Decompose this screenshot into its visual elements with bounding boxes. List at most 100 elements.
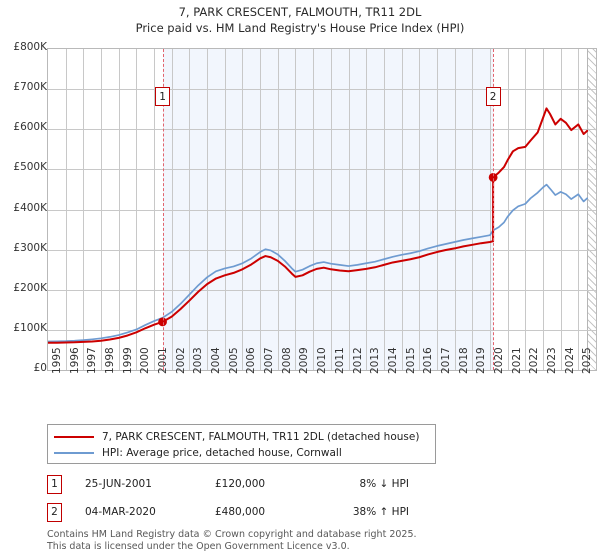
gridline-vertical	[578, 49, 580, 370]
gridline-vertical	[171, 49, 173, 370]
transaction-price-2: £480,000	[215, 506, 266, 518]
x-tick-label: 2012	[351, 347, 364, 374]
x-tick-label: 2005	[227, 347, 240, 374]
y-axis: £0 £100K £200K £300K £400K £500K £600K £700K £80…	[0, 0, 47, 560]
series-canvas	[48, 107, 589, 344]
x-tick-label: 2018	[457, 347, 470, 374]
gridline-vertical	[560, 49, 562, 370]
gridline-vertical	[348, 49, 350, 370]
gridline-horizontal	[48, 169, 596, 171]
gridline-vertical	[436, 49, 438, 370]
gridline-vertical	[101, 49, 103, 370]
gridline-vertical	[419, 49, 421, 370]
x-tick-label: 2022	[528, 347, 541, 374]
y-tick-label: £100K	[13, 321, 47, 334]
transaction-index-2: 2	[47, 502, 62, 522]
gridline-vertical	[489, 49, 491, 370]
gridline-horizontal	[48, 289, 596, 291]
x-tick-label: 1996	[68, 347, 81, 374]
transaction-hpi-delta-2: 38% ↑ HPI	[352, 506, 409, 518]
gridline-vertical	[154, 49, 156, 370]
x-tick-label: 2013	[369, 347, 382, 374]
transaction-date-1: 25-JUN-2001	[85, 478, 152, 490]
footer-line-1: Contains HM Land Registry data © Crown c…	[47, 529, 417, 540]
gridline-vertical	[65, 49, 67, 370]
gridline-vertical	[472, 49, 474, 370]
gridline-vertical	[366, 49, 368, 370]
y-tick-label: £0	[33, 362, 47, 374]
series-line-property	[48, 107, 589, 344]
x-tick-label: 2016	[422, 347, 435, 374]
page-title: 7, PARK CRESCENT, FALMOUTH, TR11 2DL	[178, 5, 422, 19]
x-tick-label: 2011	[333, 347, 346, 374]
series-line-hpi	[48, 183, 589, 343]
x-tick-label: 2009	[298, 347, 311, 374]
gridline-vertical	[83, 49, 85, 370]
y-tick-label: £800K	[13, 41, 47, 53]
x-tick-label: 2000	[139, 347, 152, 374]
x-tick-label: 2023	[545, 347, 558, 374]
transaction-date-2: 04-MAR-2020	[85, 506, 156, 518]
x-tick-label: 1995	[51, 347, 63, 374]
x-tick-label: 2010	[316, 347, 329, 374]
event-vertical-rule-2	[493, 49, 495, 370]
x-tick-label: 2002	[174, 347, 187, 374]
y-tick-label: £600K	[13, 121, 47, 134]
legend-item-hpi: HPI: Average price, detached house, Corn…	[54, 445, 429, 461]
x-tick-label: 1997	[86, 347, 99, 374]
gridline-horizontal	[48, 249, 596, 251]
x-tick-label: 1999	[121, 347, 134, 374]
gridline-horizontal	[48, 209, 596, 211]
x-tick-label: 2015	[404, 347, 417, 374]
legend-item-property: 7, PARK CRESCENT, FALMOUTH, TR11 2DL (de…	[54, 429, 429, 445]
y-tick-label: £400K	[13, 201, 47, 214]
transaction-row-1: 1 25-JUN-2001 £120,000 8% ↓ HPI	[47, 474, 467, 494]
y-tick-label: £300K	[13, 241, 47, 254]
event-marker-2[interactable]: 2	[485, 87, 501, 106]
transaction-hpi-delta-1: 8% ↓ HPI	[359, 478, 409, 490]
gridline-vertical	[242, 49, 244, 370]
gridline-vertical	[277, 49, 279, 370]
x-tick-label: 2003	[192, 347, 205, 374]
event-marker-1[interactable]: 1	[155, 87, 171, 106]
x-tick-label: 2017	[439, 347, 452, 374]
x-tick-label: 2014	[386, 347, 399, 374]
x-tick-label: 2021	[510, 347, 523, 374]
gridline-vertical	[136, 49, 138, 370]
event-vertical-rule-1	[162, 49, 164, 370]
legend-swatch-property	[54, 436, 94, 438]
gridline-vertical	[207, 49, 209, 370]
gridline-horizontal	[48, 89, 596, 91]
transaction-index-1: 1	[47, 474, 62, 494]
x-tick-label: 2024	[563, 347, 576, 374]
gridline-horizontal	[48, 329, 596, 331]
gridline-vertical	[189, 49, 191, 370]
x-tick-label: 2020	[492, 347, 505, 374]
gridline-vertical	[260, 49, 262, 370]
gridline-vertical	[330, 49, 332, 370]
legend-label-hpi: HPI: Average price, detached house, Corn…	[102, 447, 342, 459]
x-tick-label: 2007	[263, 347, 276, 374]
gridline-vertical	[525, 49, 527, 370]
gridline-vertical	[383, 49, 385, 370]
y-tick-label: £500K	[13, 161, 47, 174]
gridline-vertical	[313, 49, 315, 370]
transaction-price-1: £120,000	[215, 478, 266, 490]
y-tick-label: £200K	[13, 281, 47, 294]
gridline-vertical	[224, 49, 226, 370]
gridline-vertical	[507, 49, 509, 370]
y-tick-label: £700K	[13, 81, 47, 94]
gridline-vertical	[542, 49, 544, 370]
page-subtitle: Price paid vs. HM Land Registry's House …	[135, 21, 465, 35]
x-tick-label: 2001	[157, 347, 170, 374]
x-tick-label: 2006	[245, 347, 258, 374]
transaction-row-2: 2 04-MAR-2020 £480,000 38% ↑ HPI	[47, 502, 467, 522]
gridline-vertical	[118, 49, 120, 370]
chart-title-block: 7, PARK CRESCENT, FALMOUTH, TR11 2DL Pri…	[0, 4, 600, 36]
gridline-vertical	[596, 49, 597, 370]
footer-attribution: Contains HM Land Registry data © Crown c…	[47, 529, 567, 552]
legend-swatch-hpi	[54, 452, 94, 454]
gridline-vertical	[454, 49, 456, 370]
